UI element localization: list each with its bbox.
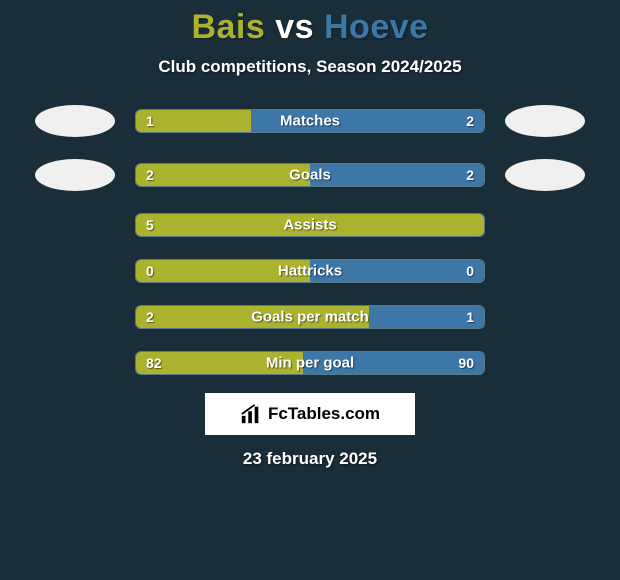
stat-value-left: 0: [146, 263, 154, 279]
stat-bar: 1 2 Matches: [135, 109, 485, 133]
stat-value-left: 2: [146, 167, 154, 183]
stat-bar: 5 Assists: [135, 213, 485, 237]
page-title: Bais vs Hoeve: [0, 8, 620, 47]
watermark: FcTables.com: [205, 393, 415, 435]
stat-row: 5 Assists: [0, 213, 620, 237]
stat-value-right: 2: [466, 167, 474, 183]
bar-fill-right: [310, 164, 484, 186]
player2-avatar: [505, 159, 585, 191]
stat-row: 82 90 Min per goal: [0, 351, 620, 375]
vs-label: vs: [275, 8, 314, 46]
stat-value-left: 5: [146, 217, 154, 233]
stat-label: Min per goal: [266, 355, 354, 372]
stat-bar: 2 2 Goals: [135, 163, 485, 187]
player2-avatar: [505, 105, 585, 137]
stat-row: 2 1 Goals per match: [0, 305, 620, 329]
stat-label: Goals per match: [251, 309, 369, 326]
stat-bar: 0 0 Hattricks: [135, 259, 485, 283]
player1-avatar: [35, 105, 115, 137]
stat-row: 0 0 Hattricks: [0, 259, 620, 283]
player1-name: Bais: [191, 8, 265, 46]
stat-row: 2 2 Goals: [0, 159, 620, 191]
stat-bar: 2 1 Goals per match: [135, 305, 485, 329]
stat-value-left: 2: [146, 309, 154, 325]
subtitle: Club competitions, Season 2024/2025: [0, 57, 620, 77]
stat-label: Matches: [280, 113, 340, 130]
stat-value-right: 1: [466, 309, 474, 325]
stat-row: 1 2 Matches: [0, 105, 620, 137]
stat-value-right: 2: [466, 113, 474, 129]
chart-icon: [240, 403, 262, 425]
stats-list: 1 2 Matches 2 2 Goals 5 Assists 0 0 Hattricks 2 1 Goa…: [0, 105, 620, 375]
stat-label: Assists: [283, 217, 336, 234]
stat-label: Goals: [289, 167, 331, 184]
stat-value-right: 0: [466, 263, 474, 279]
stat-value-right: 90: [458, 355, 474, 371]
stat-value-left: 82: [146, 355, 162, 371]
date-label: 23 february 2025: [0, 449, 620, 469]
bar-fill-left: [136, 164, 310, 186]
player1-avatar: [35, 159, 115, 191]
stat-value-left: 1: [146, 113, 154, 129]
player2-name: Hoeve: [324, 8, 429, 46]
watermark-text: FcTables.com: [268, 404, 380, 424]
comparison-card: Bais vs Hoeve Club competitions, Season …: [0, 0, 620, 580]
stat-bar: 82 90 Min per goal: [135, 351, 485, 375]
stat-label: Hattricks: [278, 263, 342, 280]
